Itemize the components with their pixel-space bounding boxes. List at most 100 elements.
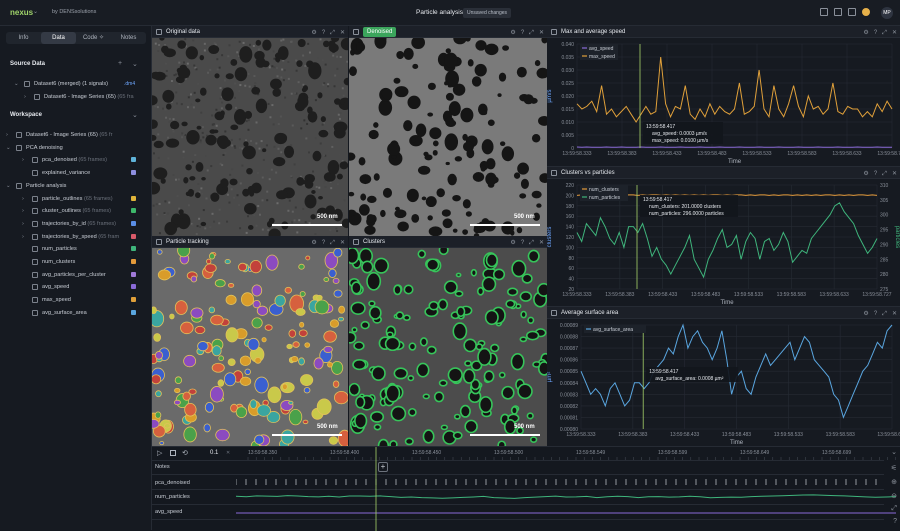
chevron-down-icon[interactable]: ⌄ <box>6 180 11 192</box>
chart-clusters[interactable]: 2202001801601401201008060402031030530029… <box>547 179 900 307</box>
tree-item[interactable]: ›Dataset6 - Image Series (65) (65 fr <box>0 129 152 141</box>
tab-data[interactable]: Data <box>41 32 76 44</box>
tree-item[interactable]: ›particle_outlines (65 frames) <box>0 193 152 205</box>
chevron-down-icon[interactable]: ⌄ <box>14 78 19 90</box>
color-swatch[interactable] <box>131 234 136 239</box>
image-original[interactable] <box>152 38 348 236</box>
particle-mark <box>491 345 499 352</box>
noise-pixel <box>247 129 249 131</box>
color-swatch[interactable] <box>131 297 136 302</box>
noise-pixel <box>175 91 177 93</box>
tree-item[interactable]: explained_variance <box>0 167 152 179</box>
chart-surface[interactable]: 0.000890.000880.000870.000860.000850.000… <box>547 319 900 447</box>
loop-icon[interactable]: ⟲ <box>182 449 188 457</box>
tab-notes[interactable]: Notes <box>111 32 146 44</box>
playback-speed[interactable]: 0.1 <box>210 450 218 456</box>
tree-item[interactable]: ⌄Particle analysis <box>0 180 152 192</box>
tree-item[interactable]: ⌄PCA denoising <box>0 142 152 154</box>
app-logo[interactable]: nexus <box>10 8 33 17</box>
color-swatch[interactable] <box>131 272 136 277</box>
particle-mark <box>296 60 302 67</box>
particle-mark <box>191 308 203 318</box>
chart-speed[interactable]: 0.0400.0350.0300.0250.0200.0150.0100.005… <box>547 38 900 166</box>
particle-mark <box>296 309 305 316</box>
avatar[interactable]: MP <box>881 7 893 19</box>
chevron-down-icon[interactable]: ⌄ <box>891 448 897 456</box>
theme-sun-icon[interactable] <box>862 8 870 16</box>
tree-item[interactable]: ›trajectories_by_id (65 frames) <box>0 218 152 230</box>
noise-pixel <box>218 222 220 224</box>
project-title[interactable]: Particle analysis <box>416 9 463 16</box>
chevron-right-icon[interactable]: › <box>22 218 24 230</box>
dataset-icon <box>32 272 38 278</box>
panel-icon[interactable] <box>848 8 856 16</box>
tree-item[interactable]: avg_particles_per_cluster <box>0 269 152 281</box>
tree-item[interactable]: ›Dataset6 - Image Series (65) (65 fra <box>0 91 152 103</box>
noise-pixel <box>257 205 259 207</box>
grid-icon[interactable] <box>834 8 842 16</box>
play-icon[interactable]: ▷ <box>157 449 162 457</box>
noise-pixel <box>162 108 164 110</box>
zoom-in-icon[interactable]: ⊕ <box>891 478 897 486</box>
particle-mark <box>315 300 329 314</box>
tree-item[interactable]: max_speed <box>0 294 152 306</box>
color-swatch[interactable] <box>131 170 136 175</box>
chevron-down-icon[interactable]: ⌄ <box>132 60 138 68</box>
color-swatch[interactable] <box>131 259 136 264</box>
color-swatch[interactable] <box>131 284 136 289</box>
chevron-right-icon[interactable]: › <box>22 193 24 205</box>
x-tick-label: 13:59:58.583 <box>826 432 855 438</box>
color-swatch[interactable] <box>131 221 136 226</box>
color-swatch[interactable] <box>131 246 136 251</box>
chevron-right-icon[interactable]: › <box>24 91 26 103</box>
noise-pixel <box>266 191 268 193</box>
noise-pixel <box>273 66 275 68</box>
tree-item[interactable]: num_particles <box>0 243 152 255</box>
color-swatch[interactable] <box>131 310 136 315</box>
particle-mark <box>311 190 315 194</box>
add-icon[interactable]: + <box>118 60 122 67</box>
chevron-right-icon[interactable]: › <box>22 154 24 166</box>
tree-item[interactable]: avg_surface_area <box>0 307 152 319</box>
tree-item[interactable]: ›cluster_outlines (65 frames) <box>0 205 152 217</box>
timeline-tick-label: 13:59:58.500 <box>494 450 523 456</box>
chevron-down-icon[interactable]: ⌄ <box>6 142 11 154</box>
y-tick-label: 0.015 <box>561 107 574 113</box>
image-denoised[interactable] <box>349 38 547 236</box>
tab-info[interactable]: Info <box>6 32 41 44</box>
noise-pixel <box>322 124 324 126</box>
chevron-down-icon[interactable]: ⌄ <box>132 111 138 119</box>
chevron-right-icon[interactable]: › <box>6 129 8 141</box>
particle-mark <box>214 73 219 78</box>
help-icon[interactable]: ? <box>893 518 897 525</box>
noise-pixel <box>253 214 255 216</box>
tab-code[interactable]: Code ✧ <box>76 32 111 44</box>
tree-item[interactable]: ›pca_denoised (65 frames) <box>0 154 152 166</box>
particle-mark <box>329 437 337 445</box>
particle-mark <box>386 337 400 350</box>
stop-icon[interactable] <box>170 450 176 456</box>
tree-item[interactable]: ⌄Dataset6 (merged) (1 signals).dm4 <box>0 78 152 90</box>
chevron-down-icon[interactable]: ⌄ <box>33 8 38 15</box>
filter-icon[interactable]: ⚟ <box>891 464 897 472</box>
image-tracking[interactable] <box>152 248 348 446</box>
particle-mark <box>532 191 542 199</box>
chevron-right-icon[interactable]: › <box>22 231 24 243</box>
image-clusters[interactable] <box>349 248 547 446</box>
noise-pixel <box>239 147 241 149</box>
color-swatch[interactable] <box>131 157 136 162</box>
chevron-right-icon[interactable]: › <box>22 205 24 217</box>
fit-icon[interactable]: ⤢ <box>891 505 897 513</box>
color-swatch[interactable] <box>131 208 136 213</box>
close-icon[interactable]: ✕ <box>226 450 230 456</box>
tree-item[interactable]: ›trajectories_by_speed (65 fram <box>0 231 152 243</box>
color-swatch[interactable] <box>131 196 136 201</box>
particle-mark <box>278 46 289 60</box>
layout-icon[interactable] <box>820 8 828 16</box>
zoom-out-icon[interactable]: ⊖ <box>891 492 897 500</box>
tree-item[interactable]: num_clusters <box>0 256 152 268</box>
dataset-icon <box>34 94 40 100</box>
tree-item[interactable]: avg_speed <box>0 281 152 293</box>
noise-pixel <box>229 174 231 176</box>
